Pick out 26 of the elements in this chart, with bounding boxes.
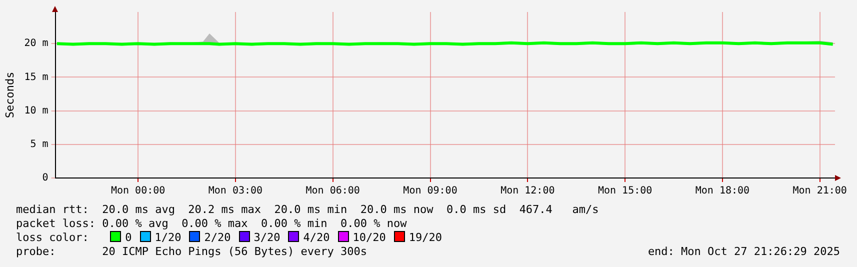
- legend-label: 19/20: [408, 231, 442, 244]
- x-tick-label: Mon 09:00: [403, 186, 458, 197]
- text: probe: 20 ICMP Echo Pings (56 Bytes) every 300s: [16, 245, 367, 258]
- text: median rtt: 20.0 ms avg 20.2 ms max 20.0 ms min 20.0 ms now 0.0 ms sd 467.4 am/s: [16, 203, 599, 216]
- x-tick-label: Mon 15:00: [598, 186, 652, 197]
- legend-label: 10/20: [352, 231, 386, 244]
- legend-label: 0: [125, 231, 132, 244]
- y-axis-title: Seconds: [3, 72, 16, 118]
- y-tick-label: 5 m: [30, 138, 48, 150]
- legend-label: 1/20: [154, 231, 182, 244]
- x-tick-label: Mon 03:00: [208, 186, 263, 197]
- x-tick-label: Mon 06:00: [306, 186, 360, 197]
- y-tick-label: 0: [42, 172, 48, 184]
- x-tick-label: Mon 00:00: [110, 186, 166, 197]
- legend-label: 2/20: [204, 231, 231, 244]
- legend-label: 4/20: [303, 231, 330, 244]
- y-tick-label: 10 m: [24, 105, 48, 116]
- x-tick-label: Mon 18:00: [695, 186, 750, 197]
- text: end: Mon Oct 27 21:26:29 2025: [648, 245, 840, 259]
- x-tick-label: Mon 12:00: [500, 186, 555, 197]
- y-tick-label: 15 m: [24, 72, 48, 83]
- y-tick-label: 20 m: [24, 38, 48, 50]
- x-tick-label: Mon 21:00: [792, 186, 847, 197]
- text: packet loss: 0.00 % avg 0.00 % max 0.00 % min 0.00 % now: [16, 217, 407, 230]
- legend-title: loss color:: [16, 231, 90, 244]
- legend-label: 3/20: [254, 231, 280, 244]
